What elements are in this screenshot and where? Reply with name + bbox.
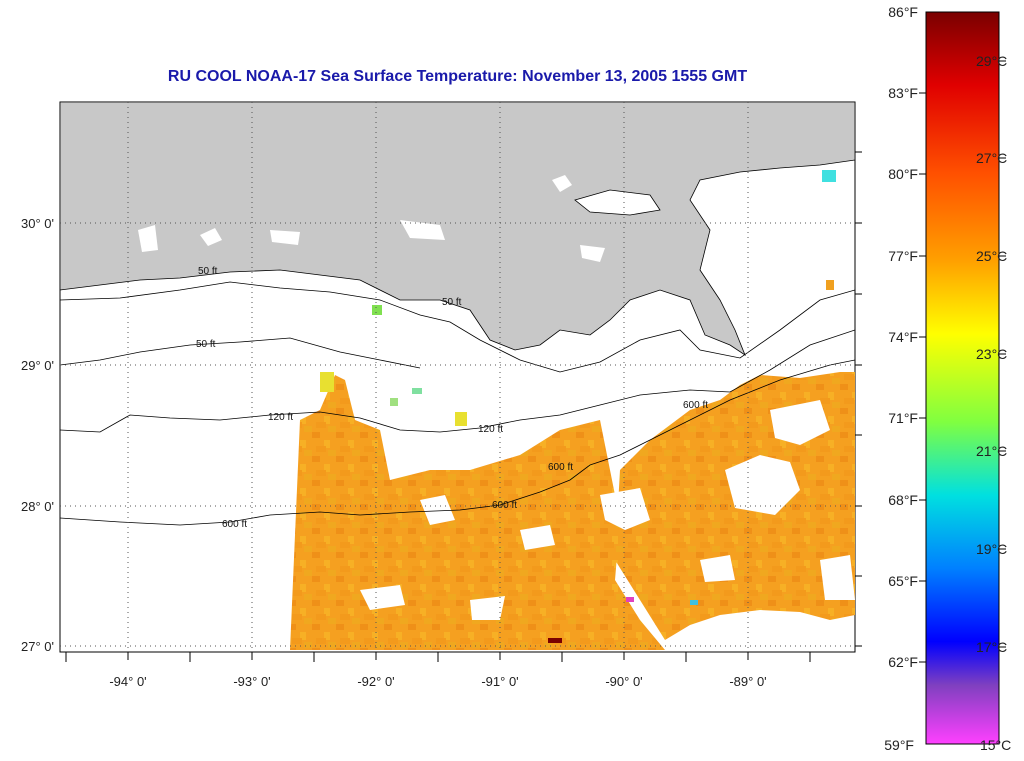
longitude-label: -92° 0': [357, 674, 394, 689]
colorbar-c-label: 19°C: [976, 541, 1007, 557]
colorbar-f-label: 59°F: [884, 737, 914, 753]
colorbar-c-label: 23°C: [976, 346, 1007, 362]
colorbar-f-label: 62°F: [888, 654, 918, 670]
longitude-label: -89° 0': [729, 674, 766, 689]
longitude-label: -93° 0': [233, 674, 270, 689]
cloud-gap: [420, 495, 455, 525]
colorbar-c-label: 29°C: [976, 53, 1007, 69]
contour-label: 600 ft: [222, 519, 247, 530]
axis-ticks: [65, 151, 862, 662]
graticule: [60, 102, 855, 652]
contour-600ft: [60, 359, 855, 526]
lake-area: [574, 189, 661, 216]
contour-label: 50 ft: [198, 266, 218, 277]
sst-patch: [690, 600, 698, 605]
contour-label: 600 ft: [548, 462, 573, 473]
sst-patch: [412, 388, 422, 394]
colorbar-f-label: 68°F: [888, 492, 918, 508]
colorbar-c-label: 17°C: [976, 639, 1007, 655]
colorbar-f-label: 71°F: [888, 410, 918, 426]
colorbar-f-label: 65°F: [888, 573, 918, 589]
colorbar-c-label: 25°C: [976, 248, 1007, 264]
cloud-gap: [520, 525, 555, 550]
sst-patch: [822, 170, 836, 182]
lake-area-7: [138, 225, 158, 252]
colorbar-ticks: [919, 60, 1006, 663]
contour-120ft: [60, 329, 855, 433]
sst-patch: [455, 412, 467, 426]
longitude-label: -90° 0': [605, 674, 642, 689]
contour-label: 120 ft: [268, 412, 293, 423]
sst-patch: [548, 638, 562, 643]
colorbar-f-label: 83°F: [888, 85, 918, 101]
contour-label: 50 ft: [196, 339, 216, 350]
longitude-label: -91° 0': [481, 674, 518, 689]
sst-region-west: [290, 375, 665, 650]
colorbar-c-label: 27°C: [976, 150, 1007, 166]
latitude-label: 27° 0': [21, 639, 54, 654]
latitude-label: 28° 0': [21, 499, 54, 514]
lake-area-4: [270, 230, 300, 245]
land-mass: [60, 102, 855, 357]
contour-label: 600 ft: [683, 400, 708, 411]
colorbar-f-label: 77°F: [888, 248, 918, 264]
latitude-label: 30° 0': [21, 216, 54, 231]
lake-area-5: [400, 220, 445, 240]
cloud-gap: [360, 585, 405, 610]
colorbar-f-label: 74°F: [888, 329, 918, 345]
latitude-label: 29° 0': [21, 358, 54, 373]
colorbar: [925, 11, 1000, 745]
cloud-gap: [470, 596, 505, 620]
map-title: RU COOL NOAA-17 Sea Surface Temperature:…: [167, 68, 748, 85]
lake-area-6: [580, 245, 605, 262]
lake-area-2: [552, 175, 572, 192]
sst-patch: [390, 398, 398, 406]
cloud-gap: [600, 488, 650, 530]
sst-patch: [372, 305, 382, 315]
contour-label: 50 ft: [442, 297, 462, 308]
cloud-gap: [725, 455, 800, 515]
sst-patch: [320, 372, 334, 392]
cloud-gap: [700, 555, 735, 582]
colorbar-f-label: 80°F: [888, 166, 918, 182]
contour-label: 600 ft: [492, 500, 517, 511]
lake-area-3: [200, 228, 222, 246]
colorbar-f-label: 86°F: [888, 4, 918, 20]
longitude-label: -94° 0': [109, 674, 146, 689]
cloud-gap: [820, 555, 855, 600]
colorbar-c-label: 21°C: [976, 443, 1007, 459]
colorbar-c-label: 15°C: [980, 737, 1011, 753]
sst-patch: [626, 597, 634, 602]
contour-50ft: [60, 281, 855, 373]
contour-label: 120 ft: [478, 424, 503, 435]
cloud-gap: [770, 400, 830, 445]
sst-patch: [826, 280, 834, 290]
contour-50ft-b: [60, 337, 421, 369]
